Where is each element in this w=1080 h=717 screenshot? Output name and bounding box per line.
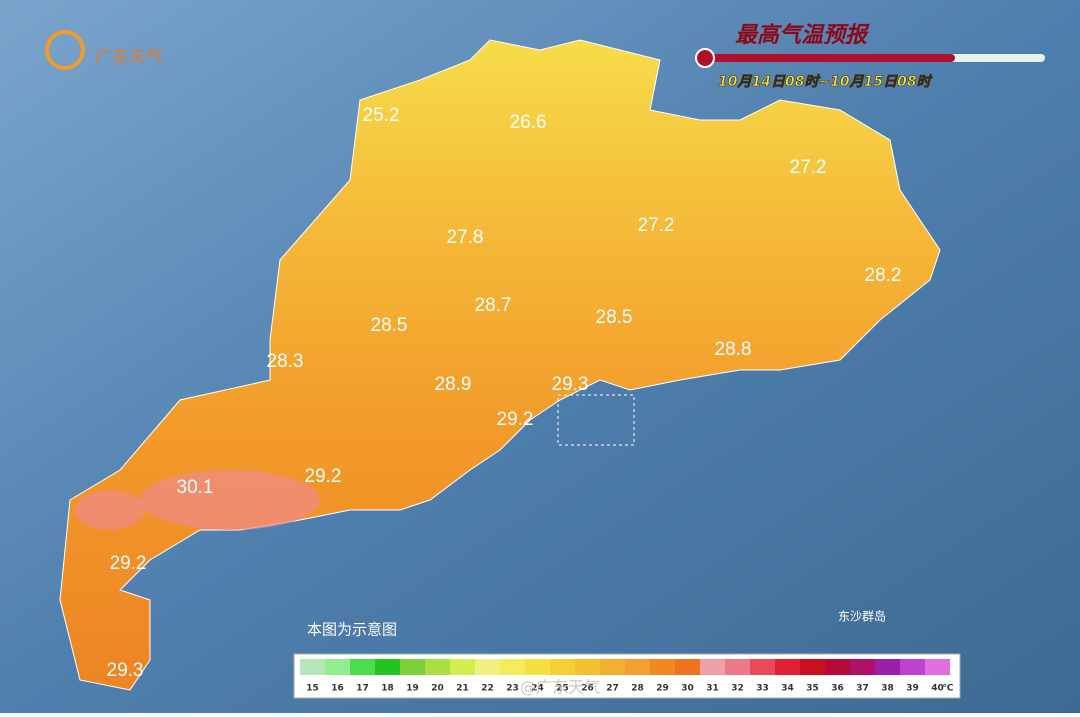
temp-label: 26.6 <box>510 112 547 133</box>
legend-label: 38 <box>881 684 894 694</box>
legend-label: 33 <box>756 684 769 694</box>
legend-label: 31 <box>706 684 719 694</box>
legend-swatch <box>600 659 625 675</box>
legend-swatch <box>700 659 725 675</box>
temp-label: 29.3 <box>552 374 589 395</box>
legend-label: 28 <box>631 684 644 694</box>
temp-label: 28.2 <box>865 265 902 286</box>
subtitle: 10月14日08时~10月15日08时 <box>718 74 934 90</box>
legend-swatch <box>900 659 925 675</box>
legend-label: 18 <box>381 684 394 694</box>
legend-swatch <box>325 659 350 675</box>
legend-swatch <box>775 659 800 675</box>
legend-swatch <box>625 659 650 675</box>
title: 最高气温预报 <box>735 22 870 48</box>
legend-label: 32 <box>731 684 744 694</box>
legend-swatch <box>475 659 500 675</box>
legend-swatch <box>725 659 750 675</box>
legend-label: 26 <box>581 684 594 694</box>
legend-swatch <box>425 659 450 675</box>
legend-label: 36 <box>831 684 844 694</box>
temp-label: 28.5 <box>371 315 408 336</box>
logo-text: 广东天气 <box>95 48 163 68</box>
logo-icon <box>45 30 85 70</box>
legend-label: 16 <box>331 684 344 694</box>
temp-label: 27.8 <box>447 227 484 248</box>
inset-box <box>557 394 635 446</box>
legend-swatch <box>450 659 475 675</box>
temp-label: 28.3 <box>267 351 304 372</box>
legend-label: 22 <box>481 684 494 694</box>
legend-unit: ℃ <box>943 684 954 694</box>
hot-zone <box>140 470 320 530</box>
temp-label: 27.2 <box>638 215 675 236</box>
legend-label: 34 <box>781 684 794 694</box>
temp-label: 29.3 <box>107 660 144 681</box>
legend-swatch <box>675 659 700 675</box>
legend-label: 27 <box>606 684 619 694</box>
temp-label: 29.2 <box>305 466 342 487</box>
legend-swatch <box>875 659 900 675</box>
legend-swatch <box>825 659 850 675</box>
legend-swatch <box>550 659 575 675</box>
legend-swatch <box>750 659 775 675</box>
legend-label: 29 <box>656 684 669 694</box>
legend-swatch <box>300 659 325 675</box>
watermark: @广东天气 <box>520 678 600 697</box>
island-label: 东沙群岛 <box>838 609 886 624</box>
legend-label: 15 <box>306 684 319 694</box>
legend-swatch <box>400 659 425 675</box>
temp-label: 28.5 <box>596 307 633 328</box>
legend-label: 19 <box>406 684 419 694</box>
legend-swatch <box>800 659 825 675</box>
legend-label: 39 <box>906 684 919 694</box>
temp-label: 29.2 <box>497 409 534 430</box>
legend-label: 24 <box>531 684 544 694</box>
legend-swatch <box>650 659 675 675</box>
temp-label: 29.2 <box>110 553 147 574</box>
note: 本图为示意图 <box>307 621 397 639</box>
legend-swatch <box>850 659 875 675</box>
legend-label: 35 <box>806 684 819 694</box>
temp-label: 28.7 <box>475 295 512 316</box>
legend-swatch <box>350 659 375 675</box>
province <box>59 39 941 691</box>
legend-label: 30 <box>681 684 694 694</box>
legend-swatch <box>375 659 400 675</box>
temp-label: 30.1 <box>177 477 214 498</box>
hot-zone <box>75 490 145 530</box>
legend-label: 40 <box>931 684 944 694</box>
legend-label: 20 <box>431 684 444 694</box>
legend-label: 37 <box>856 684 869 694</box>
legend-label: 25 <box>556 684 569 694</box>
legend-swatch <box>525 659 550 675</box>
temp-label: 27.2 <box>790 157 827 178</box>
thermo-bulb <box>695 48 715 68</box>
legend-swatch <box>925 659 950 675</box>
legend-swatch <box>500 659 525 675</box>
temp-label: 28.8 <box>715 339 752 360</box>
legend-label: 17 <box>356 684 369 694</box>
temp-label: 25.2 <box>363 105 400 126</box>
legend-label: 23 <box>506 684 519 694</box>
thermo-fill <box>705 54 955 62</box>
legend-label: 21 <box>456 684 469 694</box>
legend-swatch <box>575 659 600 675</box>
temp-label: 28.9 <box>435 374 472 395</box>
